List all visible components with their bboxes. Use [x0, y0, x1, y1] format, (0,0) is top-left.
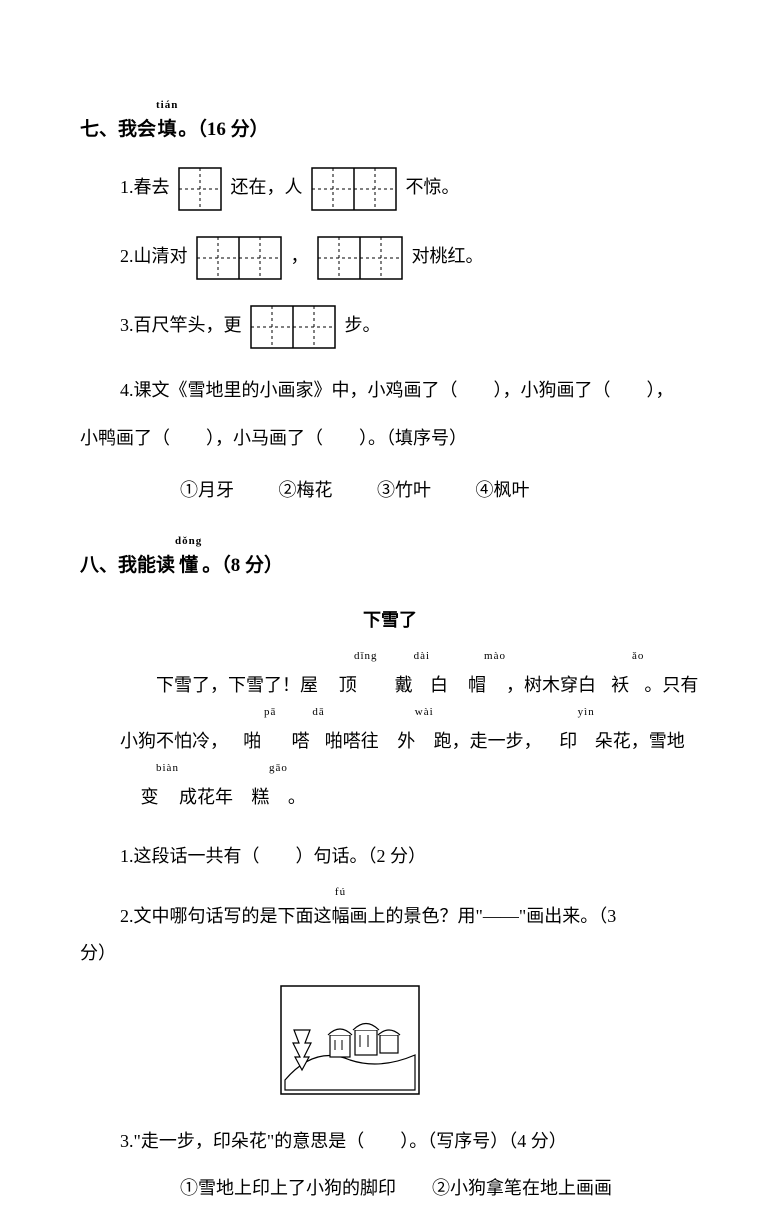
s7-q1: 1.春去 还在，人 不惊。 [120, 167, 700, 211]
reading-title: 下雪了 [80, 604, 700, 636]
s7-suffix: 。（16 分） [178, 119, 268, 140]
q2-t3: 对桃红。 [412, 246, 484, 266]
s7-q4-line2: 小鸭画了（ ），小马画了（ ）。（填序号） [80, 422, 700, 454]
q1-t2: 还在，人 [231, 177, 303, 197]
s7-q3: 3.百尺竿头，更 步。 [120, 305, 700, 349]
rb-p5: 啪嗒往 [325, 731, 379, 751]
q2-pinyin: fú幅 [332, 887, 350, 932]
opt-3: ③竹叶 [377, 474, 431, 506]
s8-pinyin-wrap: dǒng 懂 [175, 536, 202, 583]
q3-o2: ②小狗拿笔在地上画画 [432, 1178, 612, 1198]
s7-pinyin-wrap: tián 填 [156, 100, 178, 147]
tianzige-2cell [317, 236, 403, 280]
rb-r1: dǐng顶 [318, 651, 378, 707]
q1-num: 1. [120, 177, 134, 197]
section-7-header: 七、我会tián 填。（16 分） [80, 100, 700, 147]
q1-t3: 不惊。 [406, 177, 460, 197]
s8-prefix: 八、我能读 [80, 555, 175, 576]
rb-r5: pā啪 [228, 707, 276, 763]
scene-illustration [280, 985, 700, 1105]
s8-suffix: 。（8 分） [202, 555, 283, 576]
s8-char: 懂 [179, 555, 198, 576]
s8-pinyin: dǒng [175, 536, 202, 547]
rb-r10: gāo糕 [233, 763, 288, 819]
rb-r8: yìn印 [542, 707, 595, 763]
rb-r7: wài外 [379, 707, 434, 763]
opt-2: ②梅花 [279, 474, 333, 506]
s8-q3: 3."走一步，印朵花"的意思是（ ）。（写序号）（4 分） [120, 1125, 700, 1157]
q2-num: 2. [120, 246, 134, 266]
q4-l1: 4.课文《雪地里的小画家》中，小鸡画了（ ），小狗画了（ ）， [120, 380, 674, 400]
rb-r3: mào帽 [448, 651, 506, 707]
s7-pinyin: tián [156, 100, 178, 111]
rb-r4: ǎo袄 [596, 651, 644, 707]
q3-t1: 百尺竿头，更 [134, 315, 242, 335]
s7-q2: 2.山清对 ， 对桃红。 [120, 236, 700, 280]
rb-p1: 下雪了，下雪了！屋 [156, 675, 318, 695]
s7-prefix: 七、我会 [80, 119, 156, 140]
rb-r2: dài戴 [378, 651, 430, 707]
tianzige-1cell [178, 167, 222, 211]
tianzige-2cell [311, 167, 397, 211]
s7-q4-line1: 4.课文《雪地里的小画家》中，小鸡画了（ ），小狗画了（ ）， [120, 374, 700, 406]
q3-num: 3. [120, 315, 134, 335]
reading-body: 下雪了，下雪了！屋dǐng顶dài戴白mào帽，树木穿白ǎo袄。只有小狗不怕冷，… [120, 651, 700, 820]
rb-r6: dā嗒 [276, 707, 324, 763]
q2a: 2.文中哪句话写的是下面这 [120, 906, 332, 926]
q1-t1: 春去 [134, 177, 170, 197]
rb-r9: biàn变 [120, 763, 179, 819]
rb-p9: 。 [288, 787, 306, 807]
tianzige-2cell [196, 236, 282, 280]
q2-t1: 山清对 [134, 246, 188, 266]
opt-1: ①月牙 [180, 474, 234, 506]
q3-t2: 步。 [345, 315, 381, 335]
s8-q3-options: ①雪地上印上了小狗的脚印 ②小狗拿笔在地上画画 [180, 1172, 700, 1204]
s8-q2: 2.文中哪句话写的是下面这fú幅画上的景色？用"——"画出来。（3 [120, 887, 700, 932]
rb-p7: 朵花，雪地 [595, 731, 685, 751]
q4-l2: 小鸭画了（ ），小马画了（ ）。（填序号） [80, 428, 467, 448]
s7-options: ①月牙 ②梅花 ③竹叶 ④枫叶 [180, 474, 700, 506]
tianzige-2cell [250, 305, 336, 349]
s8-q2c: 分） [80, 937, 700, 969]
q2b: 画上的景色？用"——"画出来。（3 [350, 906, 617, 926]
s7-char: 填 [158, 119, 177, 140]
opt-4: ④枫叶 [476, 474, 530, 506]
rb-p6: 跑，走一步， [434, 731, 542, 751]
rb-p3: ，树木穿白 [506, 675, 596, 695]
section-8-header: 八、我能读dǒng 懂。（8 分） [80, 536, 700, 583]
q2-t2: ， [291, 246, 309, 266]
s8-q1: 1.这段话一共有（ ）句话。（2 分） [120, 840, 700, 872]
rb-p8: 成花年 [179, 787, 233, 807]
rb-p2: 白 [430, 675, 448, 695]
q3-o1: ①雪地上印上了小狗的脚印 [180, 1178, 396, 1198]
